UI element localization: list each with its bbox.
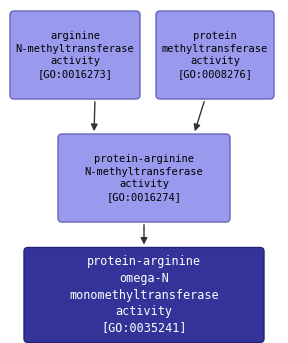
- Text: protein-arginine
omega-N
monomethyltransferase
activity
[GO:0035241]: protein-arginine omega-N monomethyltrans…: [69, 256, 219, 334]
- FancyBboxPatch shape: [10, 11, 140, 99]
- FancyBboxPatch shape: [58, 134, 230, 222]
- Text: arginine
N-methyltransferase
activity
[GO:0016273]: arginine N-methyltransferase activity [G…: [16, 31, 134, 79]
- Text: protein
methyltransferase
activity
[GO:0008276]: protein methyltransferase activity [GO:0…: [162, 31, 268, 79]
- FancyBboxPatch shape: [156, 11, 274, 99]
- FancyBboxPatch shape: [24, 248, 264, 343]
- Text: protein-arginine
N-methyltransferase
activity
[GO:0016274]: protein-arginine N-methyltransferase act…: [85, 154, 203, 202]
